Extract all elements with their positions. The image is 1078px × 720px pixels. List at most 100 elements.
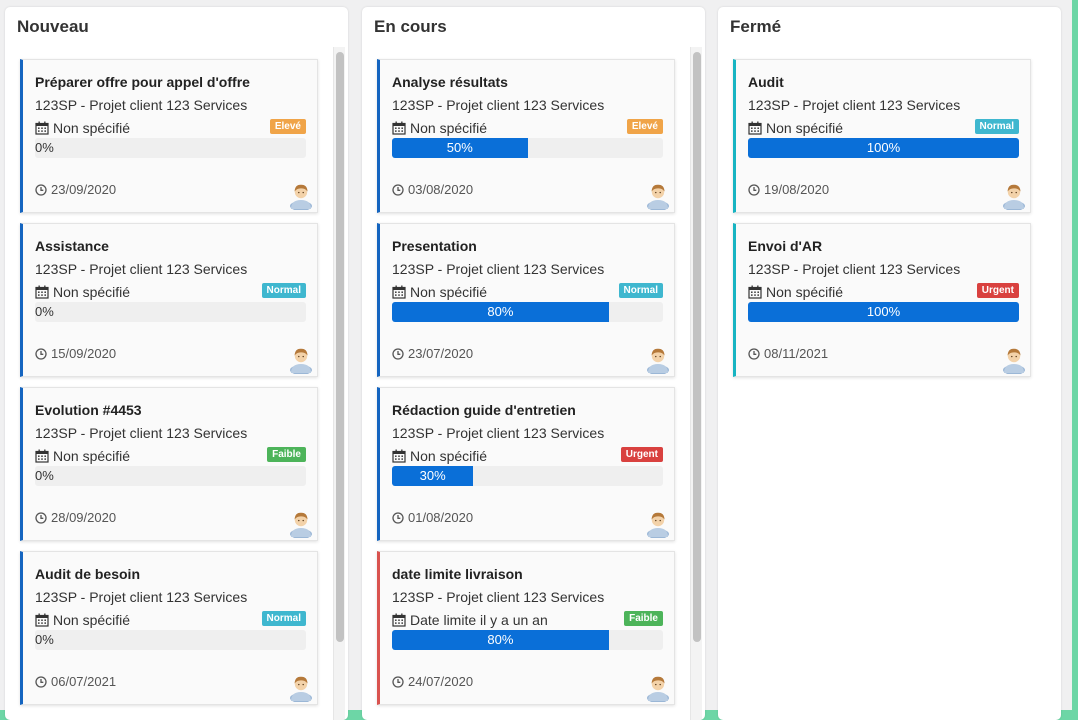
clock-icon [392, 675, 404, 688]
progress-fill [748, 302, 1019, 322]
task-deadline: Non spécifié [35, 120, 130, 136]
task-title[interactable]: Rédaction guide d'entretien [392, 402, 576, 418]
column-title: Fermé [730, 17, 782, 36]
deadline-label: Non spécifié [766, 284, 844, 300]
task-project: 123SP - Projet client 123 Services [392, 97, 605, 113]
task-project: 123SP - Projet client 123 Services [35, 589, 248, 605]
deadline-label: Non spécifié [766, 120, 844, 136]
task-date: 19/08/2020 [748, 182, 829, 197]
calendar-icon [392, 121, 406, 135]
task-project: 123SP - Projet client 123 Services [35, 97, 248, 113]
user-avatar-icon[interactable] [1002, 346, 1026, 374]
clock-icon [748, 347, 760, 360]
date-label: 08/11/2021 [764, 346, 829, 361]
column-title: Nouveau [17, 17, 89, 36]
calendar-icon [748, 285, 762, 299]
priority-badge: Normal [974, 119, 1019, 134]
task-deadline: Non spécifié [35, 612, 130, 628]
calendar-icon [35, 285, 49, 299]
user-avatar-icon[interactable] [646, 182, 670, 210]
task-deadline: Non spécifié [392, 448, 487, 464]
user-avatar-icon[interactable] [646, 510, 670, 538]
task-deadline: Non spécifié [392, 284, 487, 300]
deadline-label: Non spécifié [410, 120, 488, 136]
user-avatar-icon[interactable] [289, 510, 313, 538]
progress-bar: 50% [392, 138, 663, 158]
user-avatar-icon[interactable] [646, 346, 670, 374]
task-title[interactable]: Audit [748, 74, 784, 90]
clock-icon [35, 675, 47, 688]
task-card[interactable]: Rédaction guide d'entretien 123SP - Proj… [377, 387, 675, 541]
task-title[interactable]: Envoi d'AR [748, 238, 823, 254]
date-label: 24/07/2020 [408, 674, 474, 689]
task-title[interactable]: date limite livraison [392, 566, 523, 582]
progress-fill [392, 138, 528, 158]
task-card[interactable]: Presentation 123SP - Projet client 123 S… [377, 223, 675, 377]
deadline-label: Non spécifié [410, 284, 488, 300]
progress-label: 0% [35, 304, 54, 319]
task-card[interactable]: Analyse résultats 123SP - Projet client … [377, 59, 675, 213]
scrollbar-thumb[interactable] [693, 52, 701, 642]
task-title[interactable]: Evolution #4453 [35, 402, 142, 418]
task-card[interactable]: date limite livraison 123SP - Projet cli… [377, 551, 675, 705]
progress-label: 100% [866, 304, 901, 319]
task-title[interactable]: Préparer offre pour appel d'offre [35, 74, 250, 90]
task-card[interactable]: Assistance 123SP - Projet client 123 Ser… [20, 223, 318, 377]
task-card[interactable]: Préparer offre pour appel d'offre 123SP … [20, 59, 318, 213]
progress-fill [392, 302, 609, 322]
task-deadline: Non spécifié [392, 120, 487, 136]
date-label: 28/09/2020 [51, 510, 117, 525]
user-avatar-icon[interactable] [289, 346, 313, 374]
column-scrollbar[interactable] [690, 47, 702, 720]
deadline-label: Date limite il y a un an [410, 612, 548, 628]
task-card[interactable]: Evolution #4453 123SP - Projet client 12… [20, 387, 318, 541]
progress-label: 50% [446, 140, 473, 155]
clock-icon [392, 183, 404, 196]
column-cards: Préparer offre pour appel d'offre 123SP … [5, 58, 348, 720]
user-avatar-icon[interactable] [1002, 182, 1026, 210]
progress-label: 0% [35, 468, 54, 483]
task-deadline: Non spécifié [35, 448, 130, 464]
progress-bar: 100% [748, 302, 1019, 322]
clock-icon [392, 511, 404, 524]
calendar-icon [35, 613, 49, 627]
date-label: 06/07/2021 [51, 674, 117, 689]
calendar-icon [392, 449, 406, 463]
progress-fill [392, 630, 609, 650]
task-deadline: Non spécifié [748, 120, 843, 136]
priority-badge: Normal [618, 283, 663, 298]
deadline-label: Non spécifié [53, 120, 131, 136]
task-title[interactable]: Assistance [35, 238, 109, 254]
progress-fill [748, 138, 1019, 158]
task-card[interactable]: Audit 123SP - Projet client 123 Services… [733, 59, 1031, 213]
progress-bar: 0% [35, 138, 306, 158]
task-title[interactable]: Presentation [392, 238, 477, 254]
column-scrollbar[interactable] [333, 47, 345, 720]
task-date: 23/07/2020 [392, 346, 473, 361]
user-avatar-icon[interactable] [289, 674, 313, 702]
task-deadline: Non spécifié [35, 284, 130, 300]
scrollbar-thumb[interactable] [336, 52, 344, 642]
task-date: 23/09/2020 [35, 182, 116, 197]
priority-badge: Faible [267, 447, 306, 462]
calendar-icon [392, 285, 406, 299]
task-card[interactable]: Envoi d'AR 123SP - Projet client 123 Ser… [733, 223, 1031, 377]
priority-badge: Elevé [626, 119, 663, 134]
progress-label: 30% [419, 468, 446, 483]
progress-bar: 80% [392, 302, 663, 322]
task-date: 24/07/2020 [392, 674, 473, 689]
user-avatar-icon[interactable] [289, 182, 313, 210]
calendar-icon [748, 121, 762, 135]
calendar-icon [392, 613, 406, 627]
task-date: 08/11/2021 [748, 346, 828, 361]
user-avatar-icon[interactable] [646, 674, 670, 702]
progress-label: 80% [487, 632, 514, 647]
task-title[interactable]: Audit de besoin [35, 566, 140, 582]
task-title[interactable]: Analyse résultats [392, 74, 508, 90]
calendar-icon [35, 121, 49, 135]
task-date: 28/09/2020 [35, 510, 116, 525]
task-deadline: Date limite il y a un an [392, 612, 548, 628]
progress-bar: 0% [35, 466, 306, 486]
task-card[interactable]: Audit de besoin 123SP - Projet client 12… [20, 551, 318, 705]
column-cards: Audit 123SP - Projet client 123 Services… [718, 58, 1061, 720]
